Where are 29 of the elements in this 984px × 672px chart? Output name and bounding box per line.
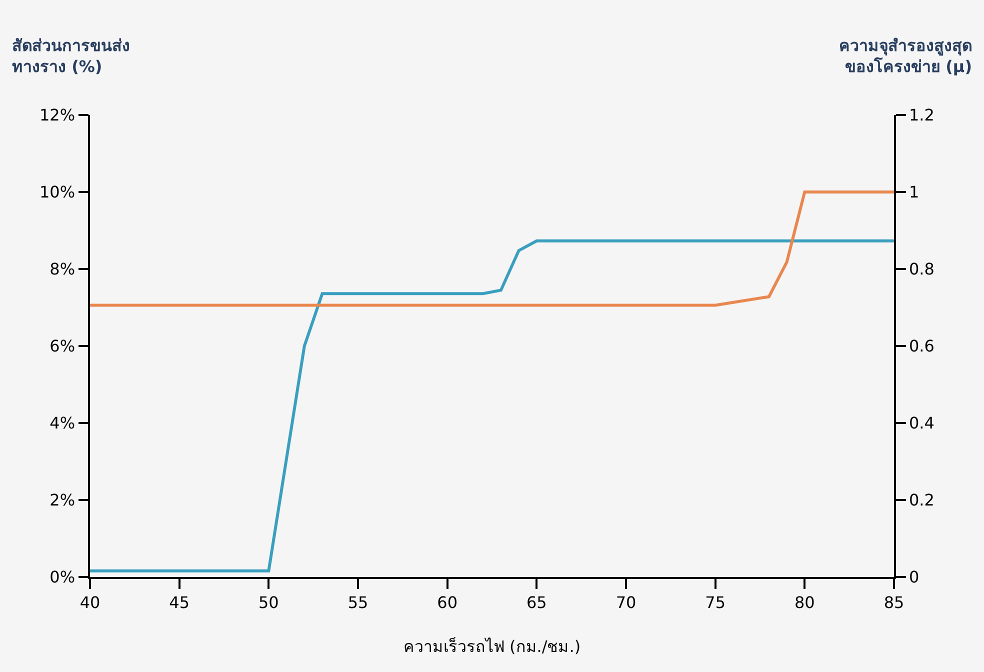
x-tick-label: 70: [616, 592, 636, 612]
y2-tick-label: 0.6: [908, 336, 934, 356]
x-tick-label: 55: [348, 592, 368, 612]
x-tick-label: 40: [80, 592, 100, 612]
y-tick-label: 0%: [50, 568, 76, 587]
y2-tick-label: 0.4: [908, 414, 934, 433]
x-tick-label: 50: [258, 592, 279, 612]
line-series: [90, 239, 894, 572]
y2-tick-label: 0: [908, 568, 920, 587]
x-tick-label: 75: [705, 592, 726, 612]
x-tick-label: 85: [884, 592, 904, 612]
x-tick-label: 60: [437, 592, 458, 612]
y-tick-label: 8%: [50, 260, 76, 279]
x-tick-label: 80: [794, 592, 815, 612]
y-tick-label: 10%: [39, 182, 76, 202]
y-tick-label: 4%: [50, 414, 76, 433]
x-axis-title: ความเร็วรถไฟ (กม./ชม.): [403, 636, 581, 656]
x-tick-label: 65: [526, 592, 547, 612]
line-series: [90, 190, 894, 307]
y2-tick-label: 1.2: [908, 106, 934, 125]
y-axis-title: สัดส่วนการขนส่ง ทางราง (%): [12, 36, 130, 76]
y2-tick-label: 0.2: [908, 490, 934, 510]
y-tick-label: 6%: [50, 336, 76, 356]
y-tick-label: 2%: [50, 490, 76, 510]
y2-axis-title: ความจุสำรองสูงสุด ของโครงข่าย (μ): [839, 36, 972, 76]
y-tick-label: 12%: [39, 106, 76, 125]
y2-tick-label: 1: [908, 182, 920, 202]
y2-tick-label: 0.8: [908, 260, 934, 279]
x-tick-label: 45: [169, 592, 190, 612]
